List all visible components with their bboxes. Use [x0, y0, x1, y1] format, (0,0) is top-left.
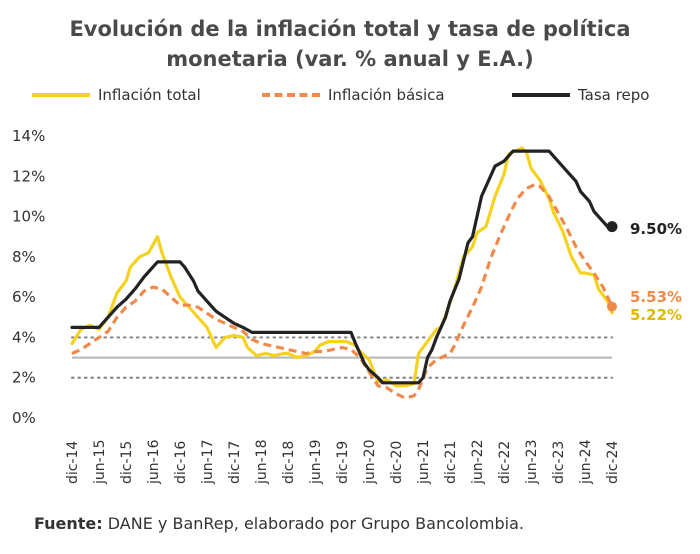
chart-title: Evolución de la inflación total y tasa d…: [0, 14, 700, 74]
x-tick-label: jun-24: [578, 439, 594, 485]
x-tick-label: jun-23: [524, 439, 540, 485]
y-tick-label: 12%: [12, 167, 45, 185]
legend-item-inflacion-total: Inflación total: [32, 86, 201, 104]
legend-item-tasa-repo: Tasa repo: [512, 86, 649, 104]
end-label-inflacion-basica: 5.53%: [630, 288, 682, 306]
x-tick-label: dic-14: [65, 441, 81, 484]
x-tick-label: jun-21: [416, 439, 432, 485]
y-tick-label: 10%: [12, 208, 45, 226]
chart-title-line-2: monetaria (var. % anual y E.A.): [166, 47, 534, 71]
x-tick-label: dic-20: [389, 441, 405, 484]
x-tick-label: dic-23: [551, 441, 567, 484]
legend-swatch-tasa-repo: [512, 93, 570, 97]
y-tick-label: 8%: [12, 248, 36, 266]
end-label-inflacion-total: 5.22%: [630, 306, 682, 324]
legend: Inflación total Inflación básica Tasa re…: [0, 86, 700, 112]
source-text: DANE y BanRep, elaborado por Grupo Banco…: [107, 514, 524, 533]
x-tick-label: dic-17: [227, 441, 243, 484]
legend-item-inflacion-basica: Inflación básica: [262, 86, 445, 104]
legend-label-inflacion-total: Inflación total: [98, 86, 201, 104]
legend-swatch-inflacion-total: [32, 93, 90, 97]
x-tick-label: jun-18: [254, 439, 270, 485]
x-tick-label: dic-15: [119, 441, 135, 484]
x-tick-label: jun-17: [200, 439, 216, 485]
y-tick-label: 4%: [12, 328, 36, 346]
end-label-tasa-repo: 9.50%: [630, 220, 682, 238]
x-tick-label: dic-16: [173, 441, 189, 484]
series-line-inflacion-basica: [71, 182, 614, 400]
end-point-inflacion-basica: [607, 301, 617, 312]
y-tick-label: 2%: [12, 369, 36, 387]
legend-label-inflacion-basica: Inflación básica: [328, 86, 445, 104]
chart-title-line-1: Evolución de la inflación total y tasa d…: [69, 17, 631, 41]
y-tick-label: 14%: [12, 127, 45, 145]
y-tick-label: 0%: [12, 409, 36, 427]
x-tick-label: dic-24: [605, 441, 621, 484]
legend-label-tasa-repo: Tasa repo: [578, 86, 650, 104]
end-point-tasa-repo: [606, 221, 618, 233]
x-tick-label: dic-19: [335, 441, 351, 484]
legend-swatch-inflacion-basica: [262, 93, 320, 97]
source-label: Fuente:: [34, 514, 103, 533]
x-tick-label: dic-21: [443, 441, 459, 484]
source-note: Fuente: DANE y BanRep, elaborado por Gru…: [34, 514, 524, 533]
x-tick-label: dic-18: [281, 441, 297, 484]
x-tick-label: jun-22: [470, 439, 486, 485]
y-tick-label: 6%: [12, 288, 36, 306]
series-line-tasa-repo: [70, 149, 614, 385]
x-tick-label: dic-22: [497, 441, 513, 484]
x-tick-label: jun-20: [362, 439, 378, 485]
x-tick-label: jun-16: [146, 439, 162, 485]
x-tick-label: jun-19: [308, 439, 324, 485]
x-tick-label: jun-15: [92, 439, 108, 485]
